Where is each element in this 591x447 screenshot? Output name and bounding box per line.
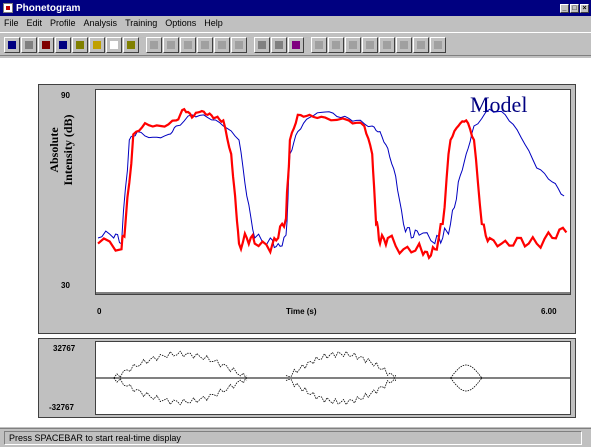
tools-icon[interactable] [72, 37, 88, 53]
calendar-icon[interactable] [106, 37, 122, 53]
open-icon[interactable] [21, 37, 37, 53]
waveform-envelope-bottom [113, 375, 248, 406]
pitch-up-icon[interactable] [311, 37, 327, 53]
model-intensity-line [97, 108, 565, 249]
user-intensity-line [97, 107, 568, 261]
line-flat-icon[interactable] [396, 37, 412, 53]
play-icon-glyph [275, 41, 283, 49]
waveform-min-label: -32767 [49, 403, 74, 412]
record-button-icon-glyph [258, 41, 266, 49]
minus-icon-glyph [366, 41, 374, 49]
speaker-icon[interactable] [55, 37, 71, 53]
intensity-chart [96, 107, 570, 294]
save-file-icon[interactable] [180, 37, 196, 53]
record-icon-glyph [8, 41, 16, 49]
title-bar: Phonetogram _ □ × [0, 0, 591, 16]
spectrum-icon[interactable] [214, 37, 230, 53]
spectrum-icon-glyph [218, 41, 226, 49]
zoom-in-icon-glyph [417, 41, 425, 49]
arrow-down-icon-glyph [349, 41, 357, 49]
app-icon [3, 3, 13, 13]
speaker-icon-glyph [59, 41, 67, 49]
x-min-label: 0 [97, 307, 102, 316]
record-icon[interactable] [4, 37, 20, 53]
waveform-envelope-top [285, 350, 397, 381]
minus-icon[interactable] [362, 37, 378, 53]
x-axis-label: Time (s) [286, 307, 317, 316]
minimize-button[interactable]: _ [560, 3, 569, 13]
save-icon[interactable] [38, 37, 54, 53]
status-text: Press SPACEBAR to start real-time displa… [4, 431, 582, 445]
menu-file[interactable]: File [4, 18, 19, 28]
pitch-down-icon[interactable] [328, 37, 344, 53]
line-flat-icon-glyph [400, 41, 408, 49]
waveform-icon-glyph [201, 41, 209, 49]
waveform-max-label: 32767 [53, 344, 76, 353]
status-bar: Press SPACEBAR to start real-time displa… [0, 428, 591, 447]
open-icon-glyph [25, 41, 33, 49]
pitch-down-icon-glyph [332, 41, 340, 49]
waveform-envelope-top [450, 364, 483, 379]
waveform-plot [95, 341, 571, 415]
waveform-panel: 32767 -32767 [38, 338, 576, 418]
play-icon[interactable] [271, 37, 287, 53]
intensity-panel: Absolute Intensity (dB) 90 30 0 Time (s)… [38, 84, 576, 334]
waveform-chart [96, 350, 570, 406]
picture-icon[interactable] [288, 37, 304, 53]
save-icon-glyph [42, 41, 50, 49]
menu-training[interactable]: Training [125, 18, 158, 28]
main-area: Absolute Intensity (dB) 90 30 0 Time (s)… [0, 58, 591, 427]
y-min-label: 30 [61, 281, 70, 290]
menu-analysis[interactable]: Analysis [83, 18, 118, 28]
maximize-button[interactable]: □ [570, 3, 579, 13]
copy-icon-glyph [167, 41, 175, 49]
folder-icon-glyph [127, 41, 135, 49]
close-button[interactable]: × [580, 3, 589, 13]
copy-icon[interactable] [163, 37, 179, 53]
picture-icon-glyph [292, 41, 300, 49]
y-max-label: 90 [61, 91, 70, 100]
line-up-icon[interactable] [379, 37, 395, 53]
menu-options[interactable]: Options [165, 18, 197, 28]
menu-help[interactable]: Help [204, 18, 223, 28]
pitch-up-icon-glyph [315, 41, 323, 49]
x-max-label: 6.00 [541, 307, 557, 316]
waveform-envelope-top [113, 350, 248, 381]
zoom-in-icon[interactable] [413, 37, 429, 53]
line-up-icon-glyph [383, 41, 391, 49]
menu-bar: File Edit Profile Analysis Training Opti… [0, 16, 591, 30]
new-icon-glyph [150, 41, 158, 49]
record-button-icon[interactable] [254, 37, 270, 53]
clock-icon-glyph [93, 41, 101, 49]
tools-icon-glyph [76, 41, 84, 49]
toolbar [0, 32, 591, 56]
y-axis-label: Absolute Intensity (dB) [47, 114, 75, 186]
waveform-icon[interactable] [197, 37, 213, 53]
waveform-envelope-bottom [450, 377, 483, 392]
window-title: Phonetogram [16, 2, 81, 14]
folder-icon[interactable] [123, 37, 139, 53]
menu-profile[interactable]: Profile [50, 18, 76, 28]
arrow-down-icon[interactable] [345, 37, 361, 53]
menu-edit[interactable]: Edit [26, 18, 43, 28]
save-file-icon-glyph [184, 41, 192, 49]
waveform-envelope-bottom [285, 375, 397, 406]
zoom-out-icon-glyph [434, 41, 442, 49]
clock-icon[interactable] [89, 37, 105, 53]
pitch-icon-glyph [235, 41, 243, 49]
intensity-plot: Model [95, 89, 571, 295]
new-icon[interactable] [146, 37, 162, 53]
legend-model: Model [470, 92, 528, 117]
calendar-icon-glyph [110, 41, 118, 49]
pitch-icon[interactable] [231, 37, 247, 53]
zoom-out-icon[interactable] [430, 37, 446, 53]
